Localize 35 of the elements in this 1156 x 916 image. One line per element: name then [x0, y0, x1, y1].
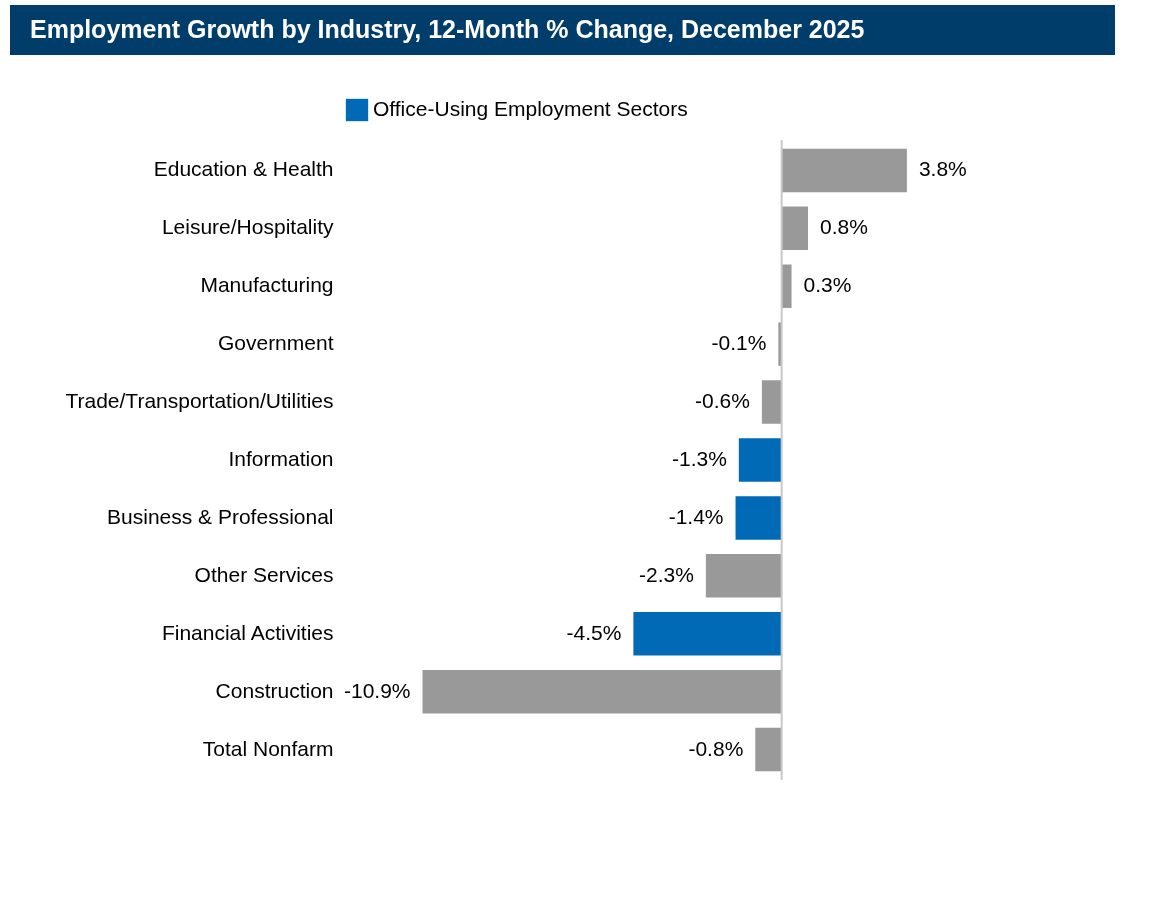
bar: [781, 264, 792, 308]
y-tick-label: Education & Health: [153, 157, 334, 181]
legend-label: Office-Using Employment Sectors: [373, 97, 688, 120]
bar: [735, 496, 782, 540]
bar: [781, 206, 809, 251]
data-label: -0.8%: [688, 736, 744, 760]
y-tick-label: Trade/Transportation/Utilities: [65, 389, 334, 413]
data-label: 0.3%: [803, 273, 852, 297]
bar: [705, 554, 782, 598]
bar: [761, 380, 782, 424]
bar: [738, 438, 782, 482]
y-tick-label: Financial Activities: [161, 620, 334, 644]
bar: [778, 322, 782, 366]
data-label: -10.9%: [343, 678, 411, 702]
data-label: 0.8%: [820, 215, 868, 239]
y-tick-label: Information: [228, 447, 334, 470]
y-tick-label: Government: [217, 331, 334, 355]
data-label: -2.3%: [639, 562, 694, 586]
bar: [422, 669, 782, 714]
chart-title: Employment Growth by Industry, 12-Month % Change, December 2025: [30, 15, 865, 43]
bar: [633, 612, 782, 656]
data-label: -1.3%: [671, 447, 727, 470]
bar: [755, 727, 782, 772]
y-tick-label: Construction: [215, 678, 334, 702]
data-label: -0.1%: [711, 331, 767, 355]
data-label: -0.6%: [695, 389, 750, 413]
bar: [781, 148, 907, 193]
y-tick-label: Total Nonfarm: [202, 736, 334, 760]
y-tick-label: Manufacturing: [200, 273, 334, 297]
y-tick-label: Business & Professional: [107, 504, 334, 528]
data-label: -1.4%: [668, 504, 724, 528]
y-tick-label: Leisure/Hospitality: [161, 215, 334, 239]
y-tick-label: Other Services: [194, 562, 334, 586]
data-label: -4.5%: [566, 620, 622, 644]
data-label: 3.8%: [918, 157, 967, 181]
